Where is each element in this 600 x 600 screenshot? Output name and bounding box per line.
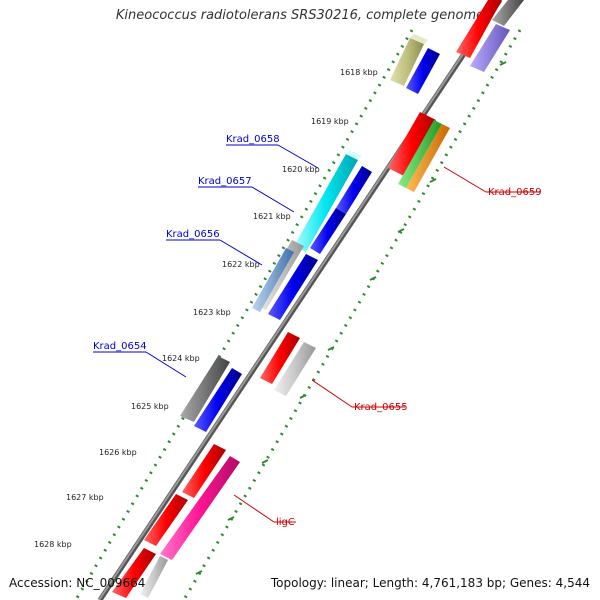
- gene-olive[interactable]: [390, 34, 428, 86]
- gene-gray-top[interactable]: [492, 0, 524, 26]
- gene-blue-1618[interactable]: [406, 48, 440, 94]
- kbp-label-1622: 1622 kbp: [222, 260, 260, 269]
- gene-red-0659[interactable]: [388, 112, 436, 176]
- kbp-label-1620: 1620 kbp: [282, 165, 320, 174]
- leader-lines-left: [93, 144, 319, 378]
- kbp-label-1624: 1624 kbp: [162, 354, 200, 363]
- gene-red-1626-a[interactable]: [182, 444, 226, 498]
- kbp-label-1623: 1623 kbp: [193, 308, 231, 317]
- genome-axis-highlight: [98, 0, 500, 600]
- gene-red-bottom[interactable]: [112, 548, 156, 598]
- gene-orange-0659[interactable]: [406, 124, 450, 192]
- genome-title: Kineococcus radiotolerans SRS30216, comp…: [115, 8, 485, 23]
- gene-blue-1622[interactable]: [268, 254, 318, 320]
- gene-label-krad-0657[interactable]: Krad_0657: [198, 176, 252, 187]
- gene-gray-bottom[interactable]: [140, 556, 168, 598]
- kbp-label-1625: 1625 kbp: [131, 402, 169, 411]
- gene-label-ligc[interactable]: ligC: [276, 517, 295, 528]
- gene-gray-krad-0656[interactable]: [252, 240, 304, 312]
- gene-lavender-top[interactable]: [470, 24, 510, 72]
- kbp-label-1619: 1619 kbp: [311, 117, 349, 126]
- gene-label-krad-0658[interactable]: Krad_0658: [226, 134, 280, 145]
- gene-red-top[interactable]: [456, 0, 502, 58]
- gene-label-krad-0655[interactable]: Krad_0655: [354, 402, 408, 413]
- kbp-label-1618: 1618 kbp: [340, 68, 378, 77]
- leader-lines-right: [233, 166, 540, 523]
- gene-label-krad-0654[interactable]: Krad_0654: [93, 341, 147, 352]
- gene-label-krad-0659[interactable]: Krad_0659: [488, 187, 542, 198]
- kbp-label-1626: 1626 kbp: [99, 448, 137, 457]
- accession-text: Accession: NC_009664: [9, 576, 146, 590]
- gene-blue-1625[interactable]: [194, 368, 242, 432]
- kbp-label-1628: 1628 kbp: [34, 540, 72, 549]
- gene-cyan-krad-0658[interactable]: [294, 150, 362, 252]
- right-guide-dashes: [195, 61, 507, 575]
- gene-gray-krad-0654[interactable]: [180, 356, 230, 422]
- kbp-label-1621: 1621 kbp: [253, 212, 291, 221]
- gene-red-0655[interactable]: [260, 332, 300, 384]
- gene-blue-krad-0657[interactable]: [310, 166, 372, 254]
- topology-text: Topology: linear; Length: 4,761,183 bp; …: [270, 576, 590, 590]
- gene-magenta-ligC[interactable]: [160, 456, 240, 560]
- gene-green-0659[interactable]: [398, 120, 442, 188]
- kbp-label-1627: 1627 kbp: [66, 493, 104, 502]
- dotted-guide-left: [75, 29, 414, 599]
- gene-label-krad-0656[interactable]: Krad_0656: [166, 229, 220, 240]
- gene-red-1627[interactable]: [144, 494, 188, 546]
- gene-lightgray-krad-0655[interactable]: [274, 342, 316, 396]
- dotted-guide-right: [183, 29, 522, 599]
